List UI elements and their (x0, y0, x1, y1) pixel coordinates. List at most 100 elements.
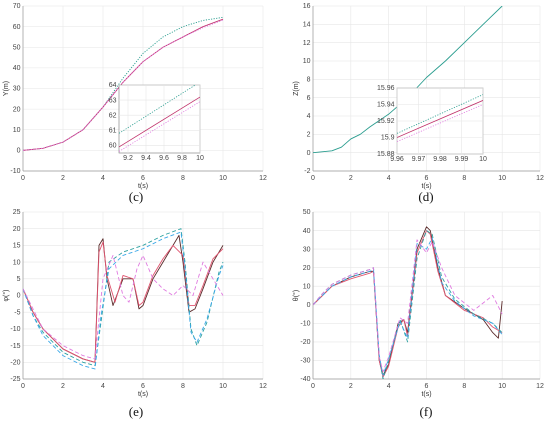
inset-axes: 9.96 9.97 9.98 9.99 10 15.88 15.9 15.92 15.94 15.… (377, 85, 487, 163)
y-tick-label: 4 (307, 113, 311, 120)
inset-frame (118, 84, 201, 154)
x-tick-label: 4 (387, 175, 391, 182)
y-axis-label: Y(m) (3, 81, 10, 96)
panel-f-series-line-3 (313, 237, 503, 376)
x-tick-label: 10 (479, 156, 487, 163)
inset-c-series-line-1 (119, 96, 200, 148)
x-tick-label: 10 (498, 383, 506, 390)
y-tick-label: 60 (109, 143, 117, 150)
y-tick-label: 40 (303, 228, 311, 235)
x-tick-label: 2 (349, 383, 353, 390)
y-tick-label: 0 (307, 150, 311, 157)
panel-e-series-line-4 (23, 254, 224, 360)
y-tick-label: 6 (307, 95, 311, 102)
y-tick-label: 10 (13, 259, 21, 266)
x-tick-label: 0 (21, 383, 25, 390)
x-tick-label: 9.6 (159, 155, 169, 162)
x-tick-label: 0 (21, 175, 25, 182)
y-tick-label: 61 (109, 128, 117, 135)
y-tick-label: 40 (13, 65, 21, 72)
y-tick-label: 16 (303, 3, 311, 10)
x-tick-label: 8 (462, 175, 466, 182)
x-tick-label: 12 (259, 175, 267, 182)
x-tick-label: 0 (311, 175, 315, 182)
y-tick-label: 70 (13, 3, 21, 10)
y-tick-label: 62 (109, 112, 117, 119)
x-axis-label: t(s) (138, 183, 148, 190)
y-axis-label: Z(m) (293, 81, 300, 96)
x-tick-label: 10 (219, 383, 227, 390)
panel-label: (e) (129, 404, 143, 419)
panel-label: (c) (129, 189, 143, 204)
x-tick-label: 0 (311, 383, 315, 390)
y-tick-label: 10 (303, 283, 311, 290)
x-tick-label: 8 (462, 383, 466, 390)
x-tick-label: 10 (498, 175, 506, 182)
y-tick-label: 15.88 (377, 151, 395, 158)
panel-e-series-line-2 (23, 228, 224, 367)
y-tick-label: 15.96 (377, 85, 395, 92)
y-tick-label: -20 (300, 339, 310, 346)
y-tick-label: 30 (303, 246, 311, 253)
x-tick-label: 12 (536, 175, 544, 182)
panel-c: 0 2 4 6 8 10 12-10010203040506070t(s)Y(m)(c)9.… (3, 3, 267, 204)
y-tick-label: 0 (307, 302, 311, 309)
x-tick-label: 8 (181, 175, 185, 182)
y-tick-label: 5 (17, 276, 21, 283)
x-tick-label: 4 (101, 383, 105, 390)
y-tick-label: 0 (17, 148, 21, 155)
y-tick-label: 15.92 (377, 118, 395, 125)
inset-d-series-line-1 (397, 100, 483, 138)
y-tick-label: 20 (303, 265, 311, 272)
x-tick-label: 12 (259, 383, 267, 390)
y-tick-label: 10 (303, 58, 311, 65)
x-tick-label: 4 (101, 175, 105, 182)
x-tick-label: 8 (181, 383, 185, 390)
panel-e-series-line-0 (23, 234, 224, 363)
y-tick-label: 64 (109, 82, 117, 89)
panel-e: 0 2 4 6 8 10 12 -25 -20 -15 -10 -5 0 5 10 15 20 25 t(s) φ(°… (2, 209, 267, 419)
inset-d-series-line-2 (397, 104, 483, 142)
y-tick-label: -25 (10, 376, 20, 383)
x-tick-label: 9.97 (412, 156, 426, 163)
y-tick-label: -20 (10, 360, 20, 367)
inset-axes: 9.2 9.4 9.6 9.8 10 60 61 62 63 64 (109, 82, 204, 162)
inset-c-series-line-2 (119, 101, 200, 152)
y-tick-label: 15 (13, 243, 21, 250)
x-tick-label: 4 (387, 383, 391, 390)
x-tick-label: 9.99 (455, 156, 469, 163)
y-tick-label: -10 (10, 326, 20, 333)
x-tick-label: 10 (219, 175, 227, 182)
x-tick-label: 10 (196, 155, 204, 162)
panel-label: (f) (420, 404, 433, 419)
y-tick-label: 25 (13, 209, 21, 216)
y-tick-label: 14 (303, 22, 311, 29)
x-tick-label: 9.98 (433, 156, 447, 163)
panel-d-series-line-0 (313, 6, 503, 154)
y-axis-label: φ(°) (2, 289, 10, 301)
y-tick-label: 20 (13, 106, 21, 113)
x-axis-label: t(s) (421, 183, 431, 190)
y-tick-label: -2 (304, 168, 310, 175)
y-tick-label: 60 (13, 24, 21, 31)
x-tick-label: 9.8 (177, 155, 187, 162)
x-tick-label: 6 (425, 175, 429, 182)
panel-e-series-line-3 (23, 231, 224, 370)
panel-f: 0 2 4 6 8 10 12 -40 -30 -20 -10 0 10 20 30 40 50 t(s) θ(°)… (292, 209, 544, 419)
panel-e-series-line-1 (23, 241, 224, 363)
y-tick-label: 50 (303, 209, 311, 216)
panel-f-series-line-4 (313, 239, 503, 373)
y-axis-label: θ(°) (292, 290, 300, 301)
y-tick-label: -40 (300, 376, 310, 383)
y-tick-label: 20 (13, 226, 21, 233)
x-tick-label: 9.4 (141, 155, 151, 162)
x-tick-label: 6 (141, 175, 145, 182)
panel-f-series-line-1 (313, 230, 503, 378)
y-tick-label: -10 (10, 168, 20, 175)
panel-label: (d) (418, 189, 433, 204)
y-tick-label: 63 (109, 97, 117, 104)
y-tick-label: -5 (14, 309, 20, 316)
y-tick-label: 0 (17, 293, 21, 300)
y-tick-label: 10 (13, 127, 21, 134)
